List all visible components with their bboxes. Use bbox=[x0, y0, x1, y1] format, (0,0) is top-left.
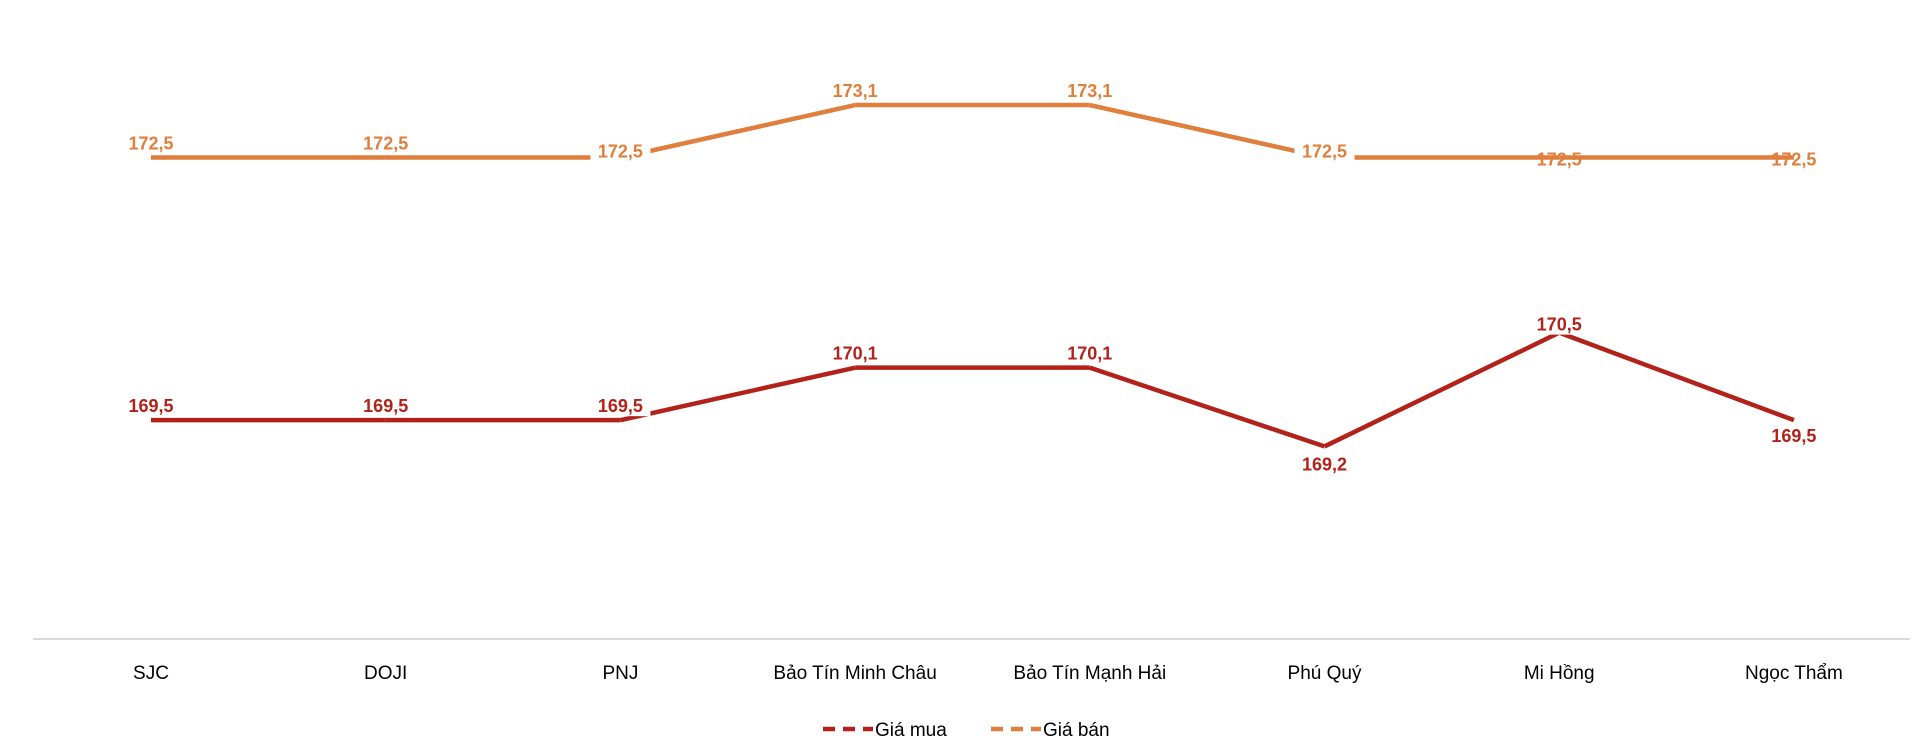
data-label-background bbox=[355, 129, 416, 154]
data-label: 169,2 bbox=[1302, 454, 1347, 474]
data-label-background bbox=[1294, 450, 1355, 475]
data-label-background bbox=[1294, 137, 1355, 162]
data-label-background bbox=[1529, 310, 1590, 335]
data-label: 172,5 bbox=[363, 134, 408, 154]
x-tick-label: DOJI bbox=[364, 663, 407, 684]
data-label-background bbox=[825, 339, 886, 364]
legend: Giá mua Giá bán bbox=[823, 720, 1110, 741]
series-gia-mua: 169,5 169,5 169,5 170,1 170,1 169,2 170,5 169,5 bbox=[121, 310, 1824, 475]
x-tick-label: SJC bbox=[133, 663, 169, 684]
data-label: 172,5 bbox=[1771, 150, 1816, 170]
data-label: 173,1 bbox=[1067, 81, 1112, 101]
data-label-background bbox=[590, 392, 651, 417]
data-label: 169,5 bbox=[598, 396, 643, 416]
x-tick-label: Bảo Tín Mạnh Hải bbox=[1013, 663, 1166, 684]
data-label: 172,5 bbox=[128, 134, 173, 154]
x-tick-label: PNJ bbox=[602, 663, 638, 684]
data-label-background bbox=[1059, 339, 1120, 364]
data-label: 169,5 bbox=[363, 396, 408, 416]
series-line-segment bbox=[619, 365, 856, 423]
data-label: 169,5 bbox=[128, 396, 173, 416]
legend-item: Giá bán bbox=[991, 720, 1110, 741]
x-tick-label: Mi Hồng bbox=[1524, 663, 1595, 684]
data-label-background bbox=[121, 129, 181, 154]
legend-item: Giá mua bbox=[823, 720, 947, 741]
data-label-background bbox=[1059, 77, 1120, 102]
data-label: 170,1 bbox=[1067, 344, 1112, 364]
legend-label: Giá mua bbox=[875, 720, 947, 741]
data-label: 173,1 bbox=[833, 81, 878, 101]
x-tick-label: Phú Quý bbox=[1288, 663, 1362, 684]
x-tick-label: Ngọc Thẩm bbox=[1745, 663, 1843, 684]
data-label: 170,1 bbox=[833, 344, 878, 364]
data-label-background bbox=[121, 392, 181, 417]
data-label: 172,5 bbox=[598, 142, 643, 162]
series-gia-ban: 172,5 172,5 172,5 173,1 173,1 172,5 172,5 172,5 bbox=[121, 77, 1816, 170]
data-label-background bbox=[825, 77, 886, 102]
data-label: 172,5 bbox=[1537, 150, 1582, 170]
data-label-background bbox=[355, 392, 416, 417]
series-line-segment bbox=[1323, 330, 1561, 449]
series-line-segment bbox=[619, 102, 856, 160]
legend-label: Giá bán bbox=[1043, 720, 1110, 741]
x-tick-label: Bảo Tín Minh Châu bbox=[773, 663, 936, 684]
series-line-segment bbox=[1089, 365, 1326, 449]
data-label: 172,5 bbox=[1302, 142, 1347, 162]
data-label: 169,5 bbox=[1771, 426, 1816, 446]
series-line-segment bbox=[1089, 102, 1325, 160]
data-label-background bbox=[590, 137, 651, 162]
data-label: 170,5 bbox=[1537, 315, 1582, 335]
series-line-segment bbox=[1558, 330, 1795, 423]
data-label-background bbox=[1763, 422, 1824, 447]
